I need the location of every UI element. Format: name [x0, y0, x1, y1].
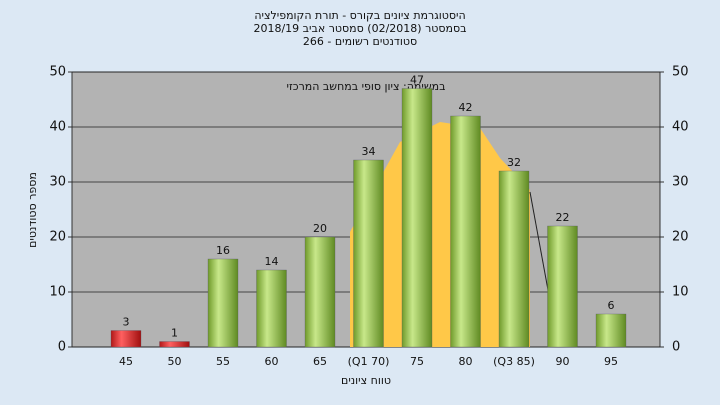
y2-tick-label: 0	[672, 340, 680, 355]
x-tick-label: 50	[168, 355, 182, 368]
x-tick-label: 65	[313, 355, 327, 368]
bar	[595, 313, 627, 348]
data-label: 32	[507, 156, 521, 169]
y-tick-label: 50	[49, 65, 66, 80]
y2-tick-label: 10	[672, 285, 689, 300]
y-tick-label: 20	[49, 230, 66, 245]
x-tick-label: (Q1 70)	[348, 355, 390, 368]
data-label: 6	[608, 299, 615, 312]
data-label: 3	[123, 316, 130, 329]
bar	[110, 330, 142, 348]
y-tick-label: 0	[58, 340, 66, 355]
x-tick-label: 80	[459, 355, 473, 368]
bar	[256, 269, 287, 348]
x-tick-label: 90	[556, 355, 570, 368]
bar	[159, 341, 190, 348]
distribution-shape	[350, 122, 530, 347]
x-tick-label: (Q3 85)	[493, 355, 535, 368]
data-label: 47	[410, 74, 424, 87]
data-label: 14	[265, 255, 279, 268]
bar	[353, 159, 384, 348]
y-tick-label: 10	[49, 285, 66, 300]
x-tick-label: 95	[604, 355, 618, 368]
bar	[304, 236, 336, 348]
bar	[547, 225, 578, 348]
data-label: 1	[171, 327, 178, 340]
bar	[207, 258, 239, 348]
x-tick-label: 55	[216, 355, 230, 368]
bar	[498, 170, 530, 348]
chart-subtitle: בסמסטר (02/2018) סמסטר אביב 2018/19	[253, 22, 466, 35]
data-label: 16	[216, 244, 230, 257]
bar	[450, 115, 481, 348]
data-label: 42	[459, 101, 473, 114]
chart-subtitle: סטודנטים רשומים - 266	[303, 35, 417, 48]
data-label: 22	[556, 211, 570, 224]
x-tick-label: 60	[265, 355, 279, 368]
trend-line	[529, 191, 549, 291]
y2-tick-label: 30	[672, 175, 689, 190]
y-axis-label: מספר סטודנטים	[26, 172, 39, 248]
y2-tick-label: 20	[672, 230, 689, 245]
y2-tick-label: 40	[672, 120, 689, 135]
bar	[401, 88, 433, 348]
data-label: 34	[362, 145, 376, 158]
chart-title: היסטוגרמת ציונים בקורס - תורת הקומפילציה	[254, 9, 465, 22]
x-axis-label: טווח ציונים	[341, 374, 391, 387]
x-tick-label: 45	[119, 355, 133, 368]
y-tick-label: 40	[49, 120, 66, 135]
data-label: 20	[313, 222, 327, 235]
y2-tick-label: 50	[672, 65, 689, 80]
x-tick-label: 75	[410, 355, 424, 368]
y-tick-label: 30	[49, 175, 66, 190]
